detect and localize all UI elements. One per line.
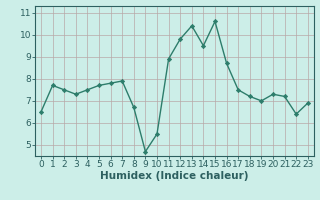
X-axis label: Humidex (Indice chaleur): Humidex (Indice chaleur) [100,171,249,181]
